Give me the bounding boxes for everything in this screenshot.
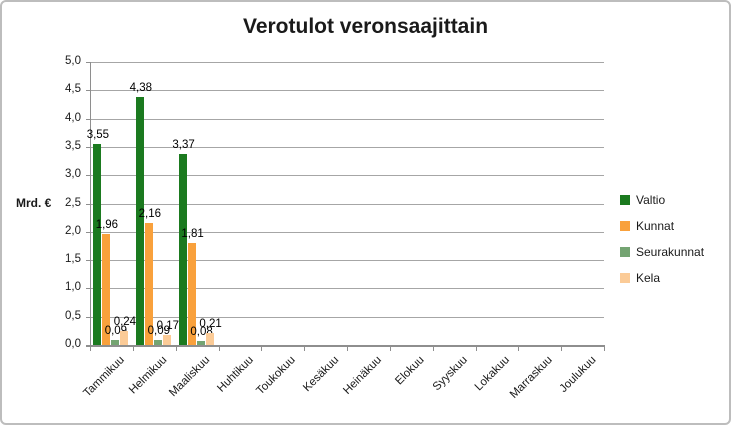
x-axis-label: Kesäkuu xyxy=(300,354,342,395)
y-tick-label: 4,0 xyxy=(65,111,81,124)
y-tick-label: 3,0 xyxy=(65,168,81,181)
legend-label: Seurakunnat xyxy=(636,245,705,259)
bar xyxy=(154,339,163,345)
bar-label: 3,55 xyxy=(86,129,110,142)
y-axis-tick xyxy=(86,175,90,177)
x-axis-tick xyxy=(518,345,520,351)
y-axis-tick xyxy=(86,146,90,148)
legend-label: Valtio xyxy=(636,193,666,207)
x-axis-label: Huhtikuu xyxy=(214,354,256,395)
gridline xyxy=(90,231,604,233)
chart-title: Verotulot veronsaajittain xyxy=(242,15,489,38)
y-tick-label: 2,5 xyxy=(65,196,81,209)
gridline xyxy=(90,146,604,148)
gridline xyxy=(90,118,604,120)
bar xyxy=(197,340,206,345)
x-axis-tick xyxy=(261,345,263,351)
y-axis-tick xyxy=(86,231,90,233)
bar-label: 0,09 xyxy=(147,324,170,337)
x-axis-tick xyxy=(218,345,220,351)
x-axis-tick xyxy=(304,345,306,351)
bar xyxy=(163,335,172,345)
legend-swatch xyxy=(620,273,630,283)
bar-label: 0,24 xyxy=(113,316,137,329)
legend: Valtio Kunnat Seurakunnat Kela xyxy=(620,193,704,285)
x-axis-tick xyxy=(389,345,391,351)
x-axis-label: Lokakuu xyxy=(473,354,513,394)
x-axis-line xyxy=(86,345,604,347)
x-axis-label: Tammikuu xyxy=(81,354,127,400)
y-axis-tick xyxy=(86,288,90,290)
y-tick-label: 1,5 xyxy=(65,253,81,266)
x-axis-label: Maaliskuu xyxy=(167,354,213,400)
legend-item: Valtio xyxy=(620,193,704,207)
x-axis-label: Helmikuu xyxy=(127,354,170,397)
bar-label: 4,38 xyxy=(129,82,152,95)
y-tick-label: 5,0 xyxy=(65,55,81,67)
gridline xyxy=(90,62,604,63)
legend-label: Kela xyxy=(636,271,661,285)
bar xyxy=(120,331,129,345)
x-axis-tick xyxy=(175,345,177,351)
y-tick-label: 3,5 xyxy=(65,139,81,152)
y-axis-tick xyxy=(86,118,90,120)
x-axis-tick xyxy=(561,345,563,351)
x-axis-label: Marraskuu xyxy=(508,354,556,401)
gridline xyxy=(90,203,604,205)
bar xyxy=(102,234,111,345)
y-tick-label: 2,0 xyxy=(65,224,81,237)
legend-item: Seurakunnat xyxy=(620,245,704,259)
x-axis-tick xyxy=(604,345,605,351)
y-axis-tick xyxy=(86,90,90,92)
legend-label: Kunnat xyxy=(636,219,675,233)
bar xyxy=(111,339,120,345)
y-axis-tick xyxy=(86,260,90,262)
bar xyxy=(206,333,215,345)
x-axis-tick xyxy=(432,345,434,351)
x-axis-tick xyxy=(132,345,134,351)
y-tick-label: 4,5 xyxy=(65,83,81,96)
bar-label: 0,17 xyxy=(156,320,179,333)
legend-swatch xyxy=(620,247,630,257)
y-axis-line xyxy=(90,62,91,346)
legend-swatch xyxy=(620,195,630,205)
legend-swatch xyxy=(620,221,630,231)
bar-label: 1,81 xyxy=(181,227,204,240)
bar-label: 0,21 xyxy=(199,318,222,331)
y-axis-tick xyxy=(86,203,90,205)
x-axis-tick xyxy=(475,345,477,351)
gridline xyxy=(90,316,604,318)
bar xyxy=(93,144,102,345)
legend-item: Kela xyxy=(620,271,704,285)
bar-label: 3,37 xyxy=(172,139,195,152)
x-axis-label: Heinäkuu xyxy=(341,354,384,397)
bar-label: 2,16 xyxy=(138,207,161,220)
bar xyxy=(179,154,188,345)
x-axis-tick xyxy=(347,345,348,351)
x-axis-label: Syyskuu xyxy=(430,354,470,394)
bar-label: 1,96 xyxy=(95,219,119,232)
gridline xyxy=(90,288,604,290)
gridline xyxy=(90,175,604,177)
legend-item: Kunnat xyxy=(620,219,704,233)
x-axis-label: Toukokuu xyxy=(254,354,299,398)
x-axis-tick xyxy=(90,345,91,351)
y-tick-label: 0,5 xyxy=(65,309,81,322)
x-axis-label: Elokuu xyxy=(393,354,427,388)
bar xyxy=(188,242,197,345)
bar xyxy=(136,97,145,345)
y-tick-label: 1,0 xyxy=(65,281,81,294)
y-tick-label: 0,0 xyxy=(65,338,81,350)
gridline xyxy=(90,90,604,92)
y-axis-tick xyxy=(86,62,90,63)
x-axis-label: Joulukuu xyxy=(557,354,599,396)
bar xyxy=(145,222,154,345)
y-axis-tick xyxy=(86,316,90,318)
y-axis-title: Mrd. € xyxy=(16,196,52,210)
gridline xyxy=(90,260,604,262)
